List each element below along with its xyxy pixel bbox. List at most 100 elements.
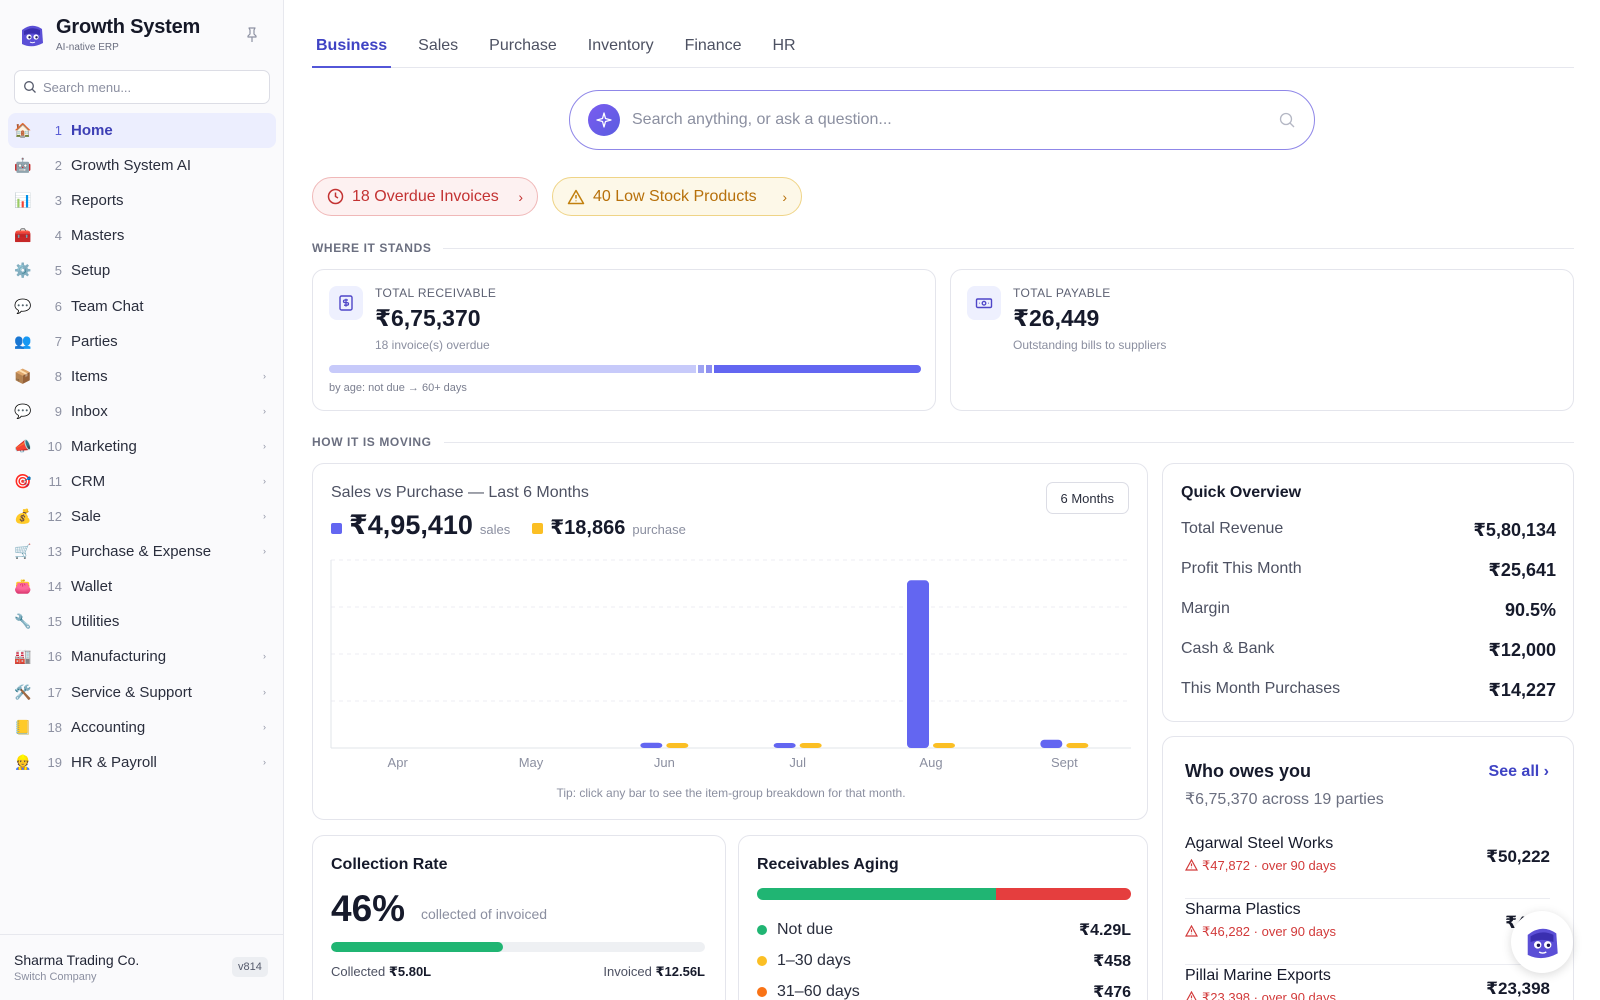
party-row[interactable]: Agarwal Steel Works ₹47,872 · over 90 day…	[1184, 835, 1550, 899]
receivables-aging-card: Receivables Aging Not due ₹4.29L 1–30 days…	[738, 835, 1148, 1000]
aging-stacked-bar	[757, 888, 1131, 900]
party-row[interactable]: Sharma Plastics₹46,282 · over 90 days₹46…	[1184, 901, 1550, 965]
brand-subtitle: AI-native ERP	[56, 42, 119, 53]
sidebar-item-label: CRM	[71, 472, 106, 490]
sidebar-item-label: Reports	[71, 192, 124, 210]
tab-hr[interactable]: HR	[772, 37, 796, 54]
sidebar-item-team-chat[interactable]: 💬 6 Team Chat	[8, 288, 276, 323]
bar-purchase[interactable]	[799, 743, 822, 748]
sidebar-item-masters[interactable]: 🧰 4 Masters	[8, 218, 276, 253]
sidebar-item-number: 15	[47, 614, 62, 630]
sidebar-item-crm[interactable]: 🎯 11 CRM ›	[8, 464, 276, 499]
sidebar-item-label: Service & Support	[71, 683, 192, 701]
tab-business[interactable]: Business	[312, 28, 392, 68]
quick-overview-card: Quick Overview Total Revenue ₹5,80,134 Pro…	[1162, 463, 1574, 722]
pin-icon[interactable]	[243, 26, 261, 44]
bar-sales[interactable]	[773, 743, 796, 748]
bar-purchase[interactable]	[1066, 743, 1089, 748]
company-name[interactable]: Sharma Trading Co.	[14, 952, 140, 968]
sidebar-item-reports[interactable]: 📊 3 Reports	[8, 183, 276, 218]
sidebar-item-manufacturing[interactable]: 🏭 16 Manufacturing ›	[8, 639, 276, 674]
chevron-right-icon: ›	[263, 370, 266, 381]
range-select-button[interactable]: 6 Months	[1045, 482, 1129, 514]
sidebar-item-growth-system-ai[interactable]: 🤖 2 Growth System AI	[8, 148, 276, 183]
ask-input[interactable]	[632, 111, 1252, 129]
chevron-right-icon: ›	[263, 651, 266, 662]
switch-company-link[interactable]: Switch Company	[14, 971, 97, 983]
see-all-link[interactable]: See all ›	[1489, 763, 1549, 781]
search-menu-input[interactable]	[43, 79, 253, 95]
x-tick-label: May	[519, 755, 544, 770]
x-tick-label: Apr	[388, 755, 409, 770]
sidebar-item-accounting[interactable]: 📒 18 Accounting ›	[8, 710, 276, 745]
sidebar-item-purchase-expense[interactable]: 🛒 13 Purchase & Expense ›	[8, 534, 276, 569]
inbox-icon: 💬	[14, 402, 32, 419]
x-tick-label: Aug	[919, 755, 942, 770]
chevron-right-icon: ›	[263, 686, 266, 697]
overview-label: Cash & Bank	[1181, 640, 1275, 657]
mascot-icon	[1527, 928, 1558, 959]
tab-purchase[interactable]: Purchase	[489, 37, 557, 54]
party-row[interactable]: Pillai Marine Exports ₹23,398 · over 90 d…	[1185, 967, 1550, 1000]
who-owes-title: Who owes you	[1185, 761, 1311, 781]
sidebar-item-number: 1	[54, 123, 62, 139]
overview-label: This Month Purchases	[1181, 680, 1341, 697]
age-bucket-segment	[329, 365, 697, 373]
total-receivable-card[interactable]: TOTAL RECEIVABLE ₹6,75,370 18 invoice(s)…	[312, 269, 936, 411]
collection-rate-value: 46%	[331, 888, 406, 929]
brand-title: Growth System	[56, 16, 201, 38]
party-overdue: ₹46,282 · over 90 days	[1184, 924, 1336, 940]
age-bucket-segment	[713, 365, 921, 373]
sidebar-item-inbox[interactable]: 💬 9 Inbox ›	[8, 394, 276, 429]
warning-icon	[1184, 924, 1202, 940]
sidebar-item-utilities[interactable]: 🔧 15 Utilities	[8, 604, 276, 639]
warning-icon	[567, 189, 585, 205]
sidebar-item-items[interactable]: 📦 8 Items ›	[8, 359, 276, 394]
sidebar-item-label: Home	[71, 122, 113, 140]
chevron-right-icon: ›	[263, 475, 266, 486]
tab-inventory[interactable]: Inventory	[587, 37, 654, 54]
sidebar-item-home[interactable]: 🏠 1 Home	[8, 113, 276, 149]
sidebar-item-setup[interactable]: ⚙️ 5 Setup	[8, 253, 276, 288]
sidebar-item-sale[interactable]: 💰 12 Sale ›	[8, 499, 276, 534]
x-tick-label: Jul	[789, 755, 806, 770]
aging-amount: ₹4.29L	[1078, 922, 1131, 939]
sidebar-item-label: Growth System AI	[71, 157, 192, 175]
party-amount: ₹23,398	[1486, 979, 1550, 998]
assistant-mascot-button[interactable]	[1511, 911, 1573, 973]
brand[interactable]: Growth System AI-native ERP	[18, 16, 200, 53]
overdue-invoices-pill[interactable]: 18 Overdue Invoices ›	[312, 177, 538, 216]
bar-purchase[interactable]	[666, 743, 689, 748]
bar-sales[interactable]	[1040, 739, 1063, 748]
sale-icon: 💰	[14, 508, 32, 525]
bar-sales[interactable]	[907, 580, 929, 748]
search-menu-field[interactable]	[14, 70, 270, 104]
sidebar-item-number: 8	[54, 368, 62, 384]
sidebar-item-parties[interactable]: 👥 7 Parties	[8, 324, 276, 359]
accounting-icon: 📒	[14, 718, 32, 735]
sidebar-item-service-support[interactable]: 🛠️ 17 Service & Support ›	[8, 675, 276, 710]
crm-icon: 🎯	[14, 472, 32, 489]
sidebar-item-wallet[interactable]: 👛 14 Wallet	[8, 569, 276, 604]
setup-icon: ⚙️	[14, 262, 32, 279]
bar-sales[interactable]	[640, 742, 663, 748]
sidebar-item-number: 11	[48, 473, 63, 489]
tab-sales[interactable]: Sales	[418, 37, 459, 54]
overview-value: 90.5%	[1504, 600, 1556, 620]
overview-label: Margin	[1181, 600, 1230, 617]
parties-icon: 👥	[14, 332, 32, 349]
ask-search-bar[interactable]	[569, 90, 1315, 150]
search-icon[interactable]	[1279, 112, 1296, 129]
tab-finance[interactable]: Finance	[684, 37, 742, 54]
sidebar-item-number: 13	[47, 544, 62, 560]
bar-purchase[interactable]	[933, 743, 955, 748]
sidebar-item-hr-payroll[interactable]: 👷 19 HR & Payroll ›	[8, 745, 276, 780]
sidebar-item-number: 18	[47, 719, 62, 735]
total-payable-card[interactable]: TOTAL PAYABLE ₹26,449 Outstanding bills …	[950, 269, 1574, 411]
sidebar-item-marketing[interactable]: 📣 10 Marketing ›	[8, 429, 276, 464]
team-chat-icon: 💬	[14, 297, 32, 314]
see-all-label: See all	[1488, 763, 1540, 780]
receivables-aging-title: Receivables Aging	[757, 856, 899, 873]
low-stock-pill[interactable]: 40 Low Stock Products ›	[552, 177, 802, 216]
purchase-total: ₹18,866	[550, 517, 626, 539]
